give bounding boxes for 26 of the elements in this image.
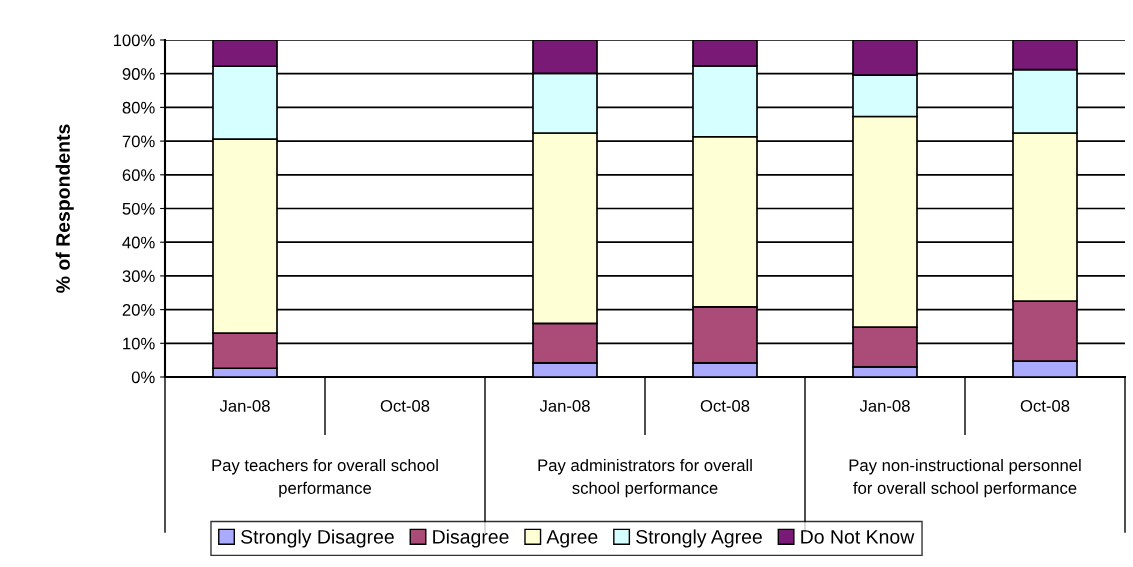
text: Pay administrators for overall school performance <box>538 458 752 498</box>
y-tick-label: 0% <box>131 371 155 384</box>
y-tick-label: 20% <box>122 304 155 316</box>
x-tick-label: Oct-08 <box>380 400 430 412</box>
x-tick-label: Jan-08 <box>219 400 270 412</box>
y-tick-label: 80% <box>122 101 155 114</box>
y-tick-label: 10% <box>123 337 155 350</box>
y-tick-label: 40% <box>122 236 155 249</box>
legend-label: Disagree <box>433 529 509 548</box>
y-tick-label: 100% <box>113 34 155 47</box>
y-tick-label: 90% <box>122 68 155 80</box>
x-tick-label: Oct-08 <box>1020 400 1070 412</box>
legend-label: Agree <box>546 530 598 548</box>
text: Pay non-instructional personnel for overall school performance <box>849 458 1081 498</box>
legend-label: Do Not Know <box>801 530 915 544</box>
x-tick-label: Jan-08 <box>859 400 910 412</box>
x-tick-label: Oct-08 <box>700 400 750 412</box>
legend-label: Strongly Disagree <box>241 529 394 548</box>
legend-label: Strongly Agree <box>636 529 762 548</box>
y-tick-label: 50% <box>122 202 155 215</box>
y-tick-label: 70% <box>122 135 155 148</box>
y-tick-label: 60% <box>122 169 155 181</box>
y-tick-label: 30% <box>122 270 155 283</box>
text: Pay teachers for overall school performance <box>212 458 438 498</box>
x-tick-label: Jan-08 <box>539 400 590 412</box>
y-axis-title: % of Respondents <box>55 124 74 293</box>
